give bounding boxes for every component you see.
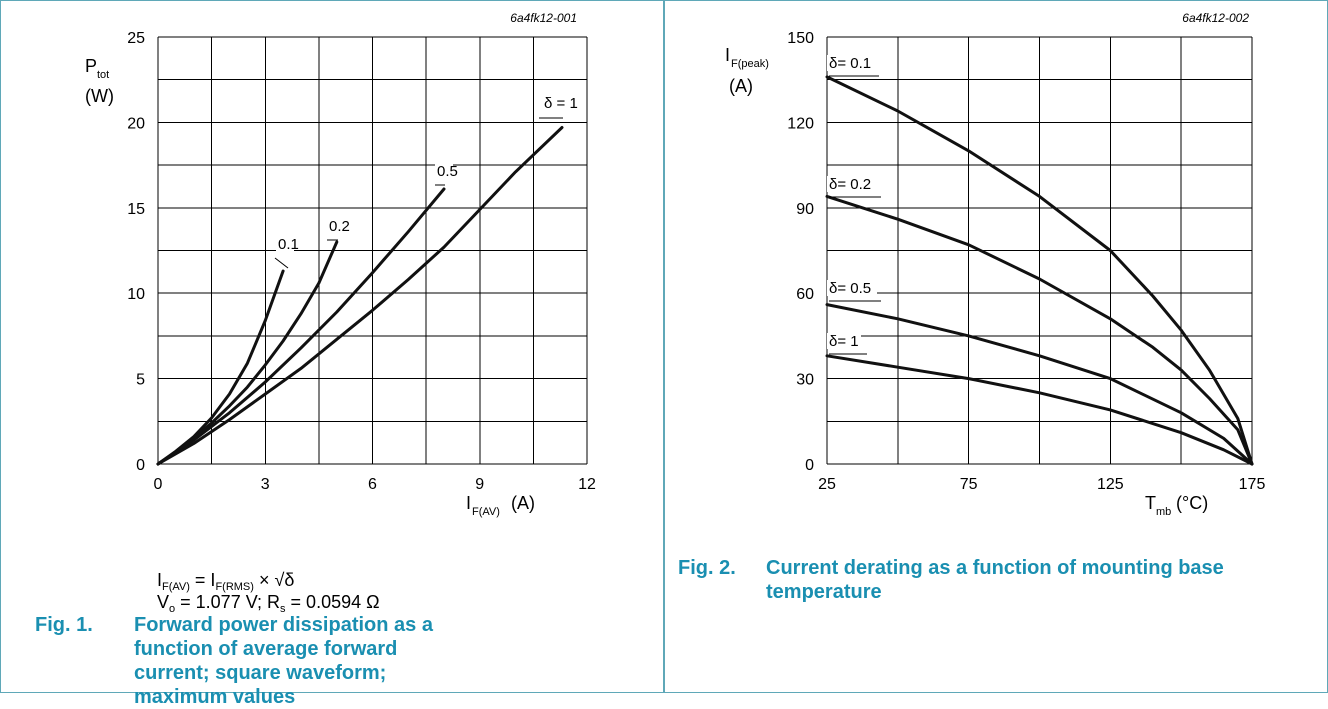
chart-1-x-tick-4: 12: [578, 476, 596, 493]
figure-1-caption: Fig. 1. Forward power dissipation as a f…: [35, 613, 655, 708]
chart-2-y-tick-4: 120: [787, 115, 814, 132]
chart-2-x-tick-1: 75: [960, 476, 978, 493]
formula-2-middle: = 1.077 V; R: [175, 592, 281, 612]
formula-1-symbol: I: [157, 570, 163, 590]
chart-2-series-1-label: δ= 0.2: [829, 176, 871, 193]
figure-2-ylabel-sub: F(peak): [731, 58, 769, 70]
figure-2-caption-text: Current derating as a function of mounti…: [766, 557, 1224, 603]
figure-2-ylabel-main: I: [725, 45, 730, 65]
figure-1-code: 6a4fk12-001: [510, 11, 577, 25]
chart-2-series-1-line: [825, 194, 1254, 466]
chart-2-series-2-label-bg: [827, 280, 877, 296]
figure-1-ylabel-sub: tot: [97, 69, 109, 81]
formula-1-symbol-sub: F(AV): [162, 581, 190, 593]
figure-2-caption-number: Fig. 2.: [678, 557, 736, 579]
chart-1-y-tick-5: 25: [127, 30, 145, 47]
chart-1-series-0-label-bg: [276, 236, 294, 252]
figure-2-panel: δ= 0.1 δ= 0.2 δ= 0.5 δ= 1 25 75 125 175 0 30 60 90…: [664, 0, 1328, 693]
chart-1-y-tick-1: 5: [136, 372, 145, 389]
chart-1-x-tick-2: 6: [368, 476, 377, 493]
figure-1-xlabel-unit: (A): [511, 493, 535, 513]
chart-1-series-2-line: [156, 187, 446, 466]
figure-2-ylabel-unit: (A): [729, 76, 753, 96]
chart-1-series-1-label: 0.2: [329, 218, 350, 235]
chart-2-y-tick-2: 60: [796, 286, 814, 303]
formula-2-symbol: V: [157, 592, 170, 612]
figure-1-panel: 0.1 0.2 0.5 δ = 1 0 3 6 9 12 0 5 10 15 20 25 6a4fk12-…: [0, 0, 664, 708]
chart-1-series-2-label: 0.5: [437, 163, 458, 180]
formula-2-tail: = 0.0594 Ω: [285, 592, 380, 612]
chart-2-series-2-label: δ= 0.5: [829, 280, 871, 297]
chart-2-x-tick-2: 125: [1097, 476, 1124, 493]
figure-1-ylabel-main: P: [85, 56, 97, 76]
chart-2-series-0-label: δ= 0.1: [829, 55, 871, 72]
chart-1-x-tick-1: 3: [261, 476, 270, 493]
figure-2-caption: Fig. 2. Current derating as a function o…: [678, 556, 1318, 616]
figure-1-chart: 0.1 0.2 0.5 δ = 1 0 3 6 9 12 0 5 10 15 20 25 6a4fk12-…: [85, 11, 596, 518]
chart-2-y-tick-3: 90: [796, 201, 814, 218]
figure-1-ylabel-unit: (W): [85, 86, 114, 106]
formula-1-tail: × √δ: [253, 570, 295, 590]
chart-1-y-tick-4: 20: [127, 115, 145, 132]
figure-2-chart: δ= 0.1 δ= 0.2 δ= 0.5 δ= 1 25 75 125 175 0 30 60 90…: [725, 11, 1266, 518]
chart-1-series-3-label-bg: [542, 95, 572, 111]
chart-1-series-3-line: [156, 126, 564, 466]
chart-1-x-tick-0: 0: [154, 476, 163, 493]
chart-2-y-tick-0: 0: [805, 457, 814, 474]
figure-1-xlabel-sub: F(AV): [472, 506, 500, 518]
figure-1-xlabel-main: I: [466, 493, 471, 513]
chart-1-series-3-label: δ = 1: [544, 95, 578, 112]
chart-1-y-tick-0: 0: [136, 457, 145, 474]
chart-2-series-3-label: δ= 1: [829, 333, 859, 350]
chart-1-series-0-label-leader: [274, 257, 289, 269]
figure-1-formula-line-2: Vo = 1.077 V; Rs = 0.0594 Ω: [157, 592, 380, 620]
figure-1-formula-line-1: IF(AV) = IF(RMS) × √δ: [157, 570, 294, 598]
figure-1-caption-text: Forward power dissipation as a function …: [134, 614, 433, 708]
figure-2-xlabel-main: T: [1145, 493, 1156, 513]
chart-1-series-2-label-bg: [435, 163, 453, 179]
formula-2-symbol-sub: o: [169, 603, 176, 615]
chart-2-series-0-line: [825, 75, 1254, 466]
chart-1-x-tick-3: 9: [475, 476, 484, 493]
chart-2-x-tick-3: 175: [1239, 476, 1266, 493]
chart-2-y-tick-1: 30: [796, 372, 814, 389]
chart-2-series-2-line: [825, 303, 1254, 466]
chart-1-series-1-line: [156, 240, 339, 466]
chart-2-series-3-line: [825, 354, 1254, 466]
figure-1-caption-number: Fig. 1.: [35, 614, 93, 636]
formula-2-rs-sub: s: [280, 603, 286, 615]
chart-1-series-0-label: 0.1: [278, 236, 299, 253]
chart-1-series-1-label-bg: [327, 218, 345, 234]
chart-2-series-3-label-bg: [827, 333, 861, 349]
formula-1-rms-sub: F(RMS): [215, 581, 254, 593]
chart-1-y-tick-2: 10: [127, 286, 145, 303]
chart-2-x-tick-0: 25: [818, 476, 836, 493]
chart-2-series-1-label-bg: [827, 176, 877, 192]
chart-2-series-0-label-bg: [827, 55, 875, 71]
figure-2-code: 6a4fk12-002: [1182, 11, 1249, 25]
chart-2-y-tick-5: 150: [787, 30, 814, 47]
figure-2-xlabel-unit: (°C): [1176, 493, 1208, 513]
figure-2-xlabel-sub: mb: [1156, 506, 1171, 518]
chart-1-y-tick-3: 15: [127, 201, 145, 218]
formula-1-middle: = I: [189, 570, 216, 590]
